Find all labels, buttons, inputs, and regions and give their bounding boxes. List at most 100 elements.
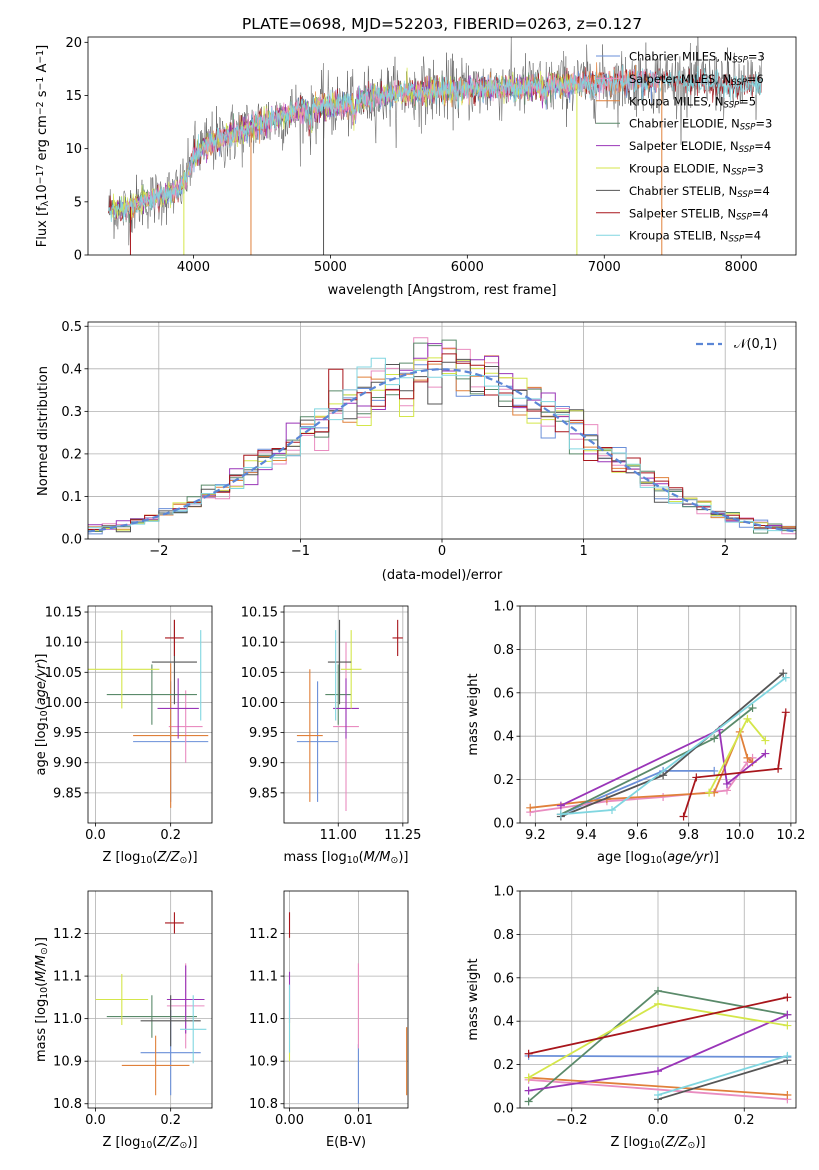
- plot-area: [88, 337, 796, 535]
- x-tick-label: 11.00: [320, 828, 357, 843]
- weight-marker: [723, 779, 731, 788]
- y-tick-label: 0.4: [61, 362, 82, 377]
- errorbar-salpeter_stelib: [165, 619, 184, 657]
- y-tick-label: 9.95: [249, 726, 278, 741]
- weight-vs-metallicity-panel: −0.2 0.0 0.2 0.0 0.2 0.4 0.6 0.8 1.0: [493, 885, 797, 1128]
- y-tick-label: 1.0: [493, 885, 514, 900]
- spectrum-line-kroupa_stelib: [108, 65, 762, 223]
- weight-series-kroupa_elodie: [524, 999, 792, 1082]
- y-tick-label: 0.4: [493, 730, 514, 745]
- legend-sub: SSP: [739, 145, 755, 155]
- plot-frame: [283, 605, 409, 824]
- legend-text: Kroupa STELIB, N: [629, 229, 729, 243]
- y-tick-label: 0.2: [493, 773, 514, 788]
- weight-line: [657, 1059, 788, 1101]
- legend-text: =4: [754, 139, 771, 153]
- axis-label: (data-model)/error: [382, 568, 503, 583]
- y-tick-label: 0.4: [493, 1015, 514, 1030]
- plot-area: [526, 669, 790, 821]
- y-tick-label: 0.8: [493, 928, 514, 943]
- label-part: age [log: [34, 722, 49, 775]
- label-part: )]: [695, 1135, 705, 1150]
- spectrum-panel: 4000 5000 6000 7000 8000 0 5 10 15 20 Chabrier MIL…: [65, 36, 797, 275]
- x-tick-label: 10.2: [776, 828, 805, 843]
- label-part: s: [35, 90, 50, 101]
- y-tick-label: 11.2: [249, 927, 278, 942]
- errorbar-kroupa_stelib: [180, 995, 207, 1064]
- weight-marker: [556, 801, 565, 810]
- plot-frame: [87, 321, 797, 540]
- label-part: mass weight: [466, 673, 481, 755]
- plot-frame: [87, 36, 797, 256]
- legend-sub: SSP: [731, 167, 747, 177]
- x-tick-label: 6000: [451, 260, 484, 275]
- plot-area: [524, 986, 792, 1106]
- weight-marker: [679, 812, 688, 821]
- label-part: M/M: [34, 955, 49, 982]
- label-part: ⊙: [180, 1140, 188, 1151]
- legend-label-kroupa_elodie: Kroupa ELODIE, NSSP=3: [629, 162, 764, 178]
- y-tick-label: 11.1: [53, 970, 82, 985]
- axis-label: mass weight: [466, 958, 481, 1040]
- errorbar-kroupa_elodie: [340, 630, 362, 709]
- label-part: mass [log: [34, 999, 49, 1062]
- weight-marker: [710, 766, 719, 775]
- plot-frame: [519, 890, 797, 1109]
- legend-text: =4: [744, 229, 761, 243]
- errorbar-kroupa_miles: [296, 669, 323, 802]
- normal-curve: [88, 368, 796, 533]
- errorbar-salpeter_stelib: [392, 619, 403, 657]
- weight-marker: [748, 703, 757, 712]
- label-part: 10: [650, 855, 662, 866]
- label-part: Z [log: [610, 1135, 648, 1150]
- axis-label: Z [log10(Z/Z⊙)]: [102, 850, 197, 866]
- legend-text: =3: [748, 50, 765, 64]
- y-tick-label: 15: [65, 89, 82, 104]
- histogram-chabrier_stelib: [88, 358, 796, 533]
- legend-text: Salpeter MILES, N: [629, 72, 731, 86]
- plot-frame: [87, 605, 213, 824]
- errorbar-salpeter_stelib: [165, 912, 184, 934]
- weight-line: [528, 1055, 788, 1058]
- x-tick-label: 0.2: [734, 1113, 755, 1128]
- weight-series-salpeter_stelib: [679, 708, 790, 821]
- y-tick-label: 0.3: [61, 405, 82, 420]
- weight-marker: [779, 669, 788, 678]
- histogram-chabrier_elodie: [88, 339, 796, 534]
- weight-marker: [526, 803, 535, 812]
- legend-label-chabrier_stelib: Chabrier STELIB, NSSP=4: [629, 184, 770, 200]
- axis-label: mass [log10(M/M⊙)]: [284, 850, 409, 866]
- legend-text: =3: [755, 117, 772, 131]
- y-tick-label: 10.9: [53, 1055, 82, 1070]
- legend-sub: SSP: [729, 235, 745, 245]
- label-part: Z/Z: [156, 850, 180, 865]
- errorbar-salpeter_elodie: [166, 965, 205, 1034]
- y-tick-label: 0: [74, 249, 82, 264]
- weight-marker: [783, 1051, 792, 1060]
- x-tick-label: 9.6: [627, 828, 648, 843]
- plot-frame: [283, 890, 409, 1109]
- errorbar-salpeter_elodie: [157, 678, 199, 739]
- y-tick-label: 10.05: [241, 666, 278, 681]
- weight-marker: [524, 1097, 533, 1106]
- legend-text: Kroupa ELODIE, N: [629, 162, 731, 176]
- weight-marker: [743, 753, 752, 762]
- x-tick-label: 10.0: [725, 828, 754, 843]
- label-part: Z/Z: [156, 1135, 180, 1150]
- y-tick-label: 0.5: [61, 320, 82, 335]
- legend-label-salpeter_elodie: Salpeter ELODIE, NSSP=4: [629, 139, 771, 155]
- plot-frame: [519, 605, 797, 824]
- weight-vs-age-panel: 9.2 9.4 9.6 9.8 10.0 10.2 0.0 0.2 0.4 0.6 0.8 1.0: [493, 600, 805, 844]
- axis-label: age [log10(age/yr)]: [597, 850, 719, 866]
- y-tick-label: 1.0: [493, 600, 514, 615]
- plot-frame: [87, 890, 213, 1109]
- y-tick-label: 10.00: [45, 696, 82, 711]
- legend-label-chabrier_elodie: Chabrier ELODIE, NSSP=3: [629, 117, 772, 133]
- plot-area: [95, 912, 207, 1096]
- label-part: 10: [140, 1140, 152, 1151]
- plot-area: [288, 912, 408, 1104]
- legend-sub: SSP: [737, 190, 753, 200]
- weight-marker: [524, 1073, 533, 1082]
- x-tick-label: 5000: [314, 260, 347, 275]
- weight-marker: [783, 1021, 792, 1030]
